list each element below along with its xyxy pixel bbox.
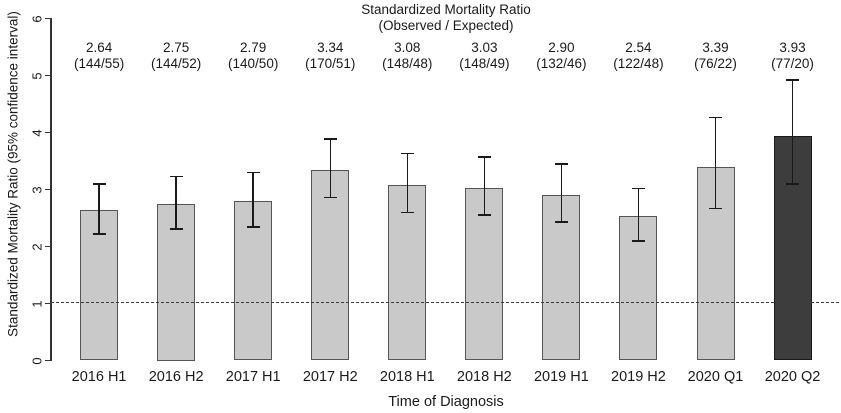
error-bar-cap-bottom-2017-h2 (323, 196, 337, 199)
y-tick-label: 3 (29, 185, 45, 194)
y-tick-mark (45, 17, 51, 20)
x-axis-title: Time of Diagnosis (388, 394, 504, 410)
bar-annotation-2017-h2: 3.34 (170/51) (305, 40, 355, 72)
error-bar-cap-top-2020-q2 (786, 79, 800, 81)
error-bar-cap-top-2018-h2 (477, 156, 491, 158)
bar-2019-h1 (542, 195, 581, 361)
error-bar-line-2016-h1 (98, 183, 100, 234)
bar-fraction-label: (122/48) (613, 56, 664, 71)
error-bar-line-2019-h2 (637, 188, 640, 241)
bar-2016-h1 (80, 210, 119, 361)
bar-2017-h2 (311, 170, 350, 361)
y-tick-label: 4 (29, 128, 45, 137)
x-tick-label-2017-h1: 2017 H1 (225, 369, 281, 385)
bar-value-label: 2.90 (548, 40, 575, 55)
error-bar-cap-top-2018-h1 (400, 152, 414, 155)
error-bar-cap-top-2016-h1 (92, 183, 106, 185)
bar-value-label: 3.34 (317, 40, 344, 55)
y-tick-label: 5 (29, 71, 45, 80)
error-bar-cap-bottom-2017-h1 (246, 226, 260, 228)
error-bar-cap-bottom-2018-h1 (400, 211, 414, 214)
y-axis-title: Standardized Mortality Ratio (95% confid… (5, 11, 21, 337)
bar-annotation-2020-q2: 3.93 (77/20) (771, 40, 814, 72)
x-tick-label-2016-h1: 2016 H1 (71, 369, 127, 385)
bar-annotation-2018-h2: 3.03 (148/49) (459, 40, 509, 72)
error-bar-cap-bottom-2020-q2 (786, 183, 800, 185)
bar-2018-h2 (465, 187, 504, 361)
bar-fraction-label: (132/46) (536, 56, 587, 71)
bar-fraction-label: (144/55) (73, 56, 125, 71)
bar-value-label: 2.54 (625, 40, 652, 55)
y-tick-mark (45, 131, 51, 134)
x-tick-label-2017-h2: 2017 H2 (302, 369, 358, 385)
y-tick-mark (45, 302, 51, 305)
bar-annotation-2019-h2: 2.54 (122/48) (613, 40, 663, 72)
error-bar-cap-top-2020-q1 (709, 116, 722, 119)
error-bar-line-2017-h2 (329, 138, 331, 198)
error-bar-cap-top-2019-h2 (631, 187, 645, 190)
error-bar-cap-top-2017-h1 (246, 171, 260, 174)
error-bar-cap-bottom-2020-q1 (709, 207, 722, 210)
y-tick-mark (45, 74, 51, 77)
bar-value-label: 2.75 (162, 40, 190, 55)
bar-annotation-2019-h1: 2.90 (132/46) (536, 40, 586, 72)
bar-fraction-label: (140/50) (228, 56, 279, 71)
bar-annotation-2018-h1: 3.08 (148/48) (382, 40, 432, 72)
bar-2018-h1 (388, 184, 427, 361)
y-tick-mark (45, 188, 51, 191)
y-tick-label: 0 (29, 356, 45, 365)
bar-fraction-label: (144/52) (150, 56, 202, 71)
error-bar-cap-top-2017-h2 (323, 138, 337, 140)
bar-fraction-label: (76/22) (694, 56, 737, 71)
bar-annotation-2020-q1: 3.39 (76/22) (694, 40, 737, 72)
bar-2016-h2 (157, 203, 196, 361)
error-bar-cap-bottom-2016-h2 (169, 228, 183, 230)
bar-annotation-2017-h1: 2.79 (140/50) (228, 40, 278, 72)
error-bar-line-2018-h1 (406, 153, 409, 213)
x-tick-label-2019-h2: 2019 H2 (611, 369, 666, 385)
x-tick-label-2018-h1: 2018 H1 (379, 369, 435, 385)
bar-value-label: 3.03 (471, 40, 498, 55)
bar-value-label: 3.93 (779, 40, 806, 55)
y-tick-label: 1 (29, 299, 45, 308)
bar-annotation-2016-h1: 2.64 (144/55) (74, 40, 124, 72)
error-bar-cap-top-2019-h1 (554, 163, 568, 165)
error-bar-line-2018-h2 (483, 157, 486, 216)
bar-annotation-2016-h2: 2.75 (144/52) (151, 40, 201, 72)
x-tick-label-2020-q1: 2020 Q1 (687, 369, 744, 385)
error-bar-cap-bottom-2019-h2 (631, 240, 645, 242)
error-bar-cap-bottom-2016-h1 (92, 233, 106, 235)
error-bar-line-2020-q1 (714, 117, 717, 209)
error-bar-cap-top-2016-h2 (169, 175, 183, 178)
x-tick-label-2018-h2: 2018 H2 (456, 369, 512, 385)
bar-value-label: 3.39 (702, 40, 729, 55)
error-bar-line-2020-q2 (791, 80, 794, 184)
reference-line (51, 302, 839, 304)
bar-fraction-label: (170/51) (305, 56, 356, 71)
bar-value-label: 2.64 (85, 40, 113, 55)
x-tick-label-2016-h2: 2016 H2 (148, 369, 204, 385)
y-tick-label: 2 (29, 242, 45, 251)
bar-value-label: 2.79 (240, 40, 267, 55)
bar-2017-h1 (234, 201, 273, 361)
error-bar-cap-bottom-2018-h2 (477, 214, 491, 216)
bar-value-label: 3.08 (394, 40, 421, 55)
y-tick-mark (45, 245, 51, 248)
chart-title-line1: Standardized Mortality Ratio (361, 2, 531, 17)
bar-fraction-label: (148/49) (459, 56, 510, 71)
chart-title-line2: (Observed / Expected) (378, 17, 514, 33)
chart-title: Standardized Mortality Ratio (Observed /… (361, 2, 531, 33)
bar-fraction-label: (148/48) (382, 56, 433, 71)
x-tick-label-2019-h1: 2019 H1 (533, 369, 589, 385)
error-bar-line-2016-h2 (175, 176, 177, 229)
y-tick-mark (45, 359, 51, 362)
error-bar-line-2017-h1 (252, 172, 254, 228)
error-bar-line-2019-h1 (560, 163, 563, 222)
y-tick-label: 6 (29, 14, 45, 23)
x-tick-label-2020-q2: 2020 Q2 (764, 369, 821, 385)
error-bar-cap-bottom-2019-h1 (554, 221, 568, 223)
bar-fraction-label: (77/20) (771, 56, 814, 71)
